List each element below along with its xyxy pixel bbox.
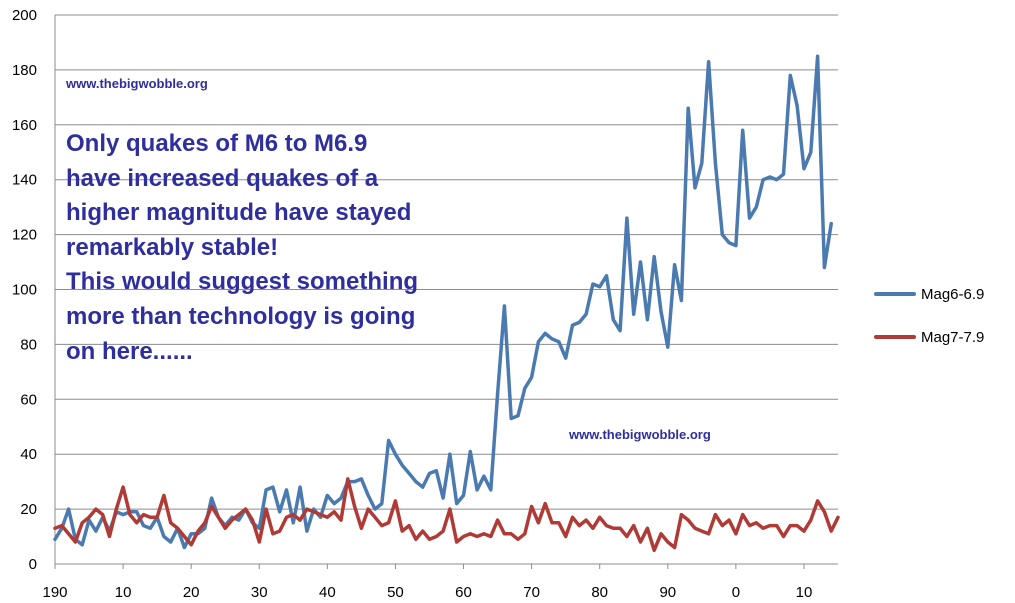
series-lines [53, 54, 840, 553]
annotation-line: Only quakes of M6 to M6.9 [66, 130, 368, 157]
x-tick-label: 10 [796, 584, 813, 601]
legend-label-mag6: Mag6-6.9 [921, 285, 985, 303]
legend-swatch-mag7 [874, 335, 916, 339]
x-tick-label: 0 [732, 584, 740, 601]
x-tick-label: 20 [183, 584, 200, 601]
x-tick-label: 30 [251, 584, 268, 601]
legend-item-mag7: Mag7-7.9 [874, 327, 984, 347]
watermark-top: www.thebigwobble.org [66, 76, 208, 91]
y-tick-label: 0 [29, 556, 37, 573]
watermark-bottom: www.thebigwobble.org [569, 427, 711, 442]
y-tick-label: 180 [12, 62, 37, 79]
annotation-line: higher magnitude have stayed [66, 199, 412, 227]
y-axis-ticks: 0 20 40 60 80 100 120 140 160 180 200 [12, 7, 37, 573]
annotation-line: remarkably stable! [66, 233, 279, 261]
annotation-text: Only quakes of M6 to M6.9 have increased… [66, 127, 526, 369]
x-tick-label: 70 [523, 584, 540, 601]
series-line-mag7 [53, 477, 840, 553]
y-tick-label: 20 [20, 501, 37, 518]
y-tick-label: 60 [20, 391, 37, 408]
y-tick-label: 120 [12, 227, 37, 244]
x-tick-label: 190 [42, 584, 67, 601]
y-tick-label: 80 [20, 336, 37, 353]
gridlines [54, 14, 838, 565]
annotation-line: This would suggest something [66, 268, 419, 296]
y-tick-label: 40 [20, 446, 37, 463]
x-tick-label: 10 [115, 584, 132, 601]
legend-swatch-mag6 [874, 292, 916, 296]
annotation-line: more than technology is going [66, 302, 416, 330]
y-tick-label: 140 [12, 172, 37, 189]
x-tick-label: 60 [455, 584, 472, 601]
x-tick-label: 50 [387, 584, 404, 601]
legend-label-mag7: Mag7-7.9 [921, 328, 985, 346]
x-tick-label: 90 [659, 584, 676, 601]
y-tick-label: 200 [12, 7, 37, 24]
x-tick-label: 80 [591, 584, 608, 601]
annotation-line: have increased quakes of a [66, 164, 379, 192]
annotation-line: on here...... [66, 337, 193, 365]
x-tick-label: 40 [319, 584, 336, 601]
legend: Mag6-6.9 Mag7-7.9 [874, 284, 984, 370]
y-tick-label: 160 [12, 117, 37, 134]
x-axis-ticks: 190 10 20 30 40 50 60 70 80 90 0 10 [42, 564, 812, 601]
series-line-mag6 [53, 54, 833, 550]
y-tick-label: 100 [12, 282, 37, 299]
legend-item-mag6: Mag6-6.9 [874, 284, 984, 304]
